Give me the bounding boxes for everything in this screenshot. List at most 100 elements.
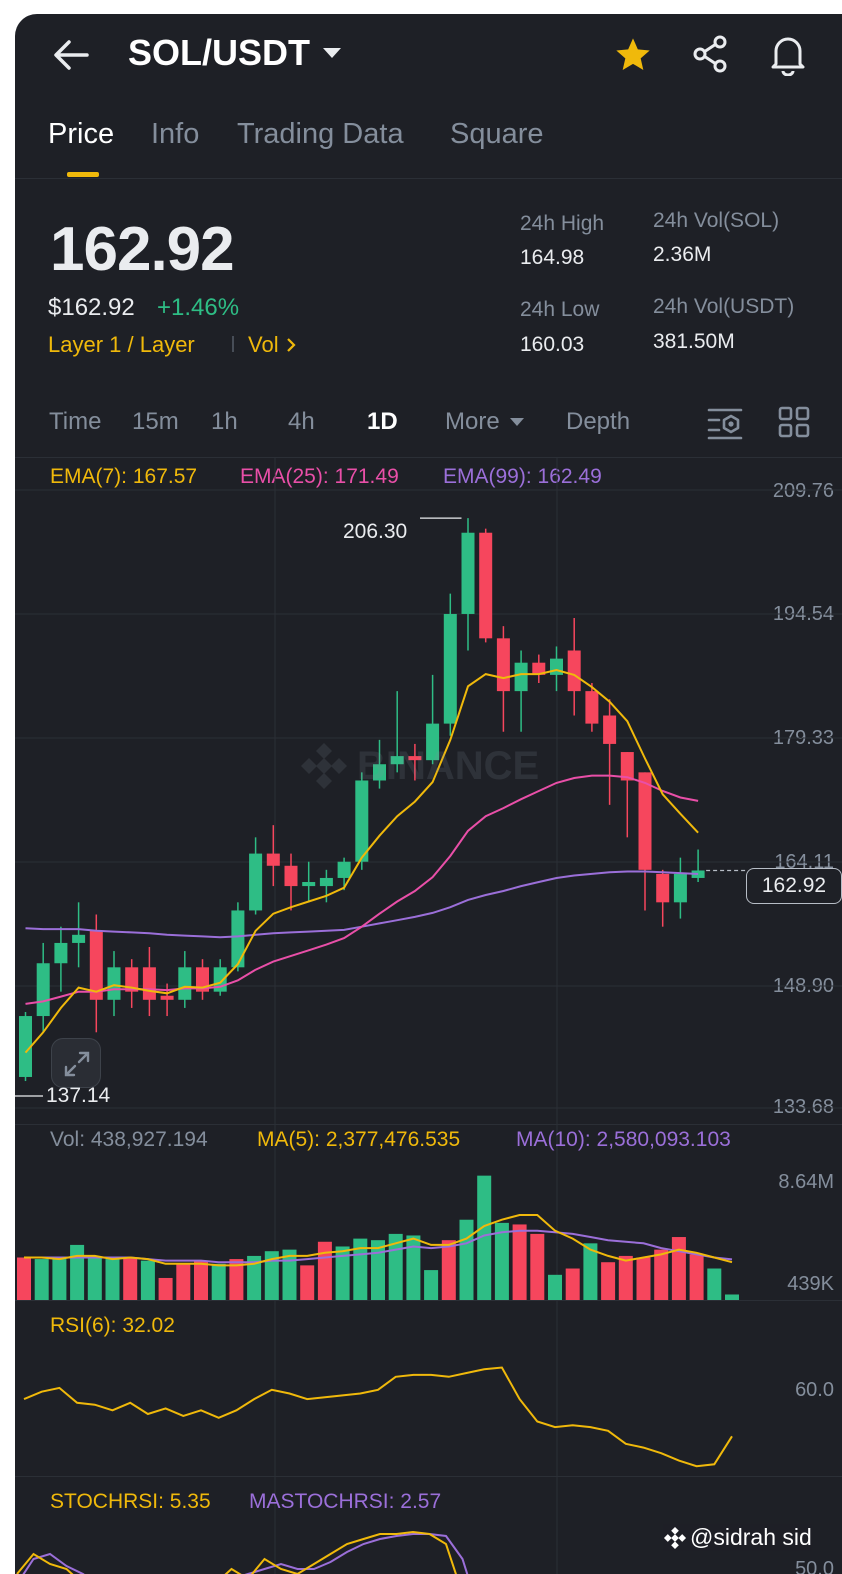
candle-up <box>54 942 68 964</box>
tabs-divider <box>15 178 842 179</box>
volume-bar-up <box>424 1270 439 1300</box>
vol-usdt-value: 381.50M <box>653 330 735 353</box>
candle-up <box>302 882 316 887</box>
high-value: 164.98 <box>520 246 585 269</box>
volume-bar-up <box>282 1249 297 1300</box>
usd-price: $162.92 <box>48 294 135 321</box>
pair-selector[interactable]: SOL/USDT <box>128 32 342 74</box>
ema99-legend: EMA(99): 162.49 <box>443 465 602 488</box>
candle-up <box>390 756 404 765</box>
interval-1d[interactable]: 1D <box>367 408 398 435</box>
back-arrow-icon[interactable] <box>51 38 91 72</box>
volume-tick: 8.64M <box>778 1171 834 1193</box>
candle-down <box>585 691 599 724</box>
interval-more-label: More <box>445 408 500 435</box>
star-icon[interactable] <box>613 35 653 75</box>
tab-square[interactable]: Square <box>450 118 544 150</box>
price-tick: 209.76 <box>772 480 834 502</box>
stoch-tick: 50.0 <box>795 1558 834 1574</box>
caret-down-icon <box>322 47 342 59</box>
interval-1h[interactable]: 1h <box>211 408 238 435</box>
rsi-line <box>23 1366 733 1468</box>
candlestick-chart[interactable] <box>15 14 842 1574</box>
candle-up <box>231 910 245 968</box>
volume-bar-up <box>140 1260 155 1300</box>
grid-layout-icon[interactable] <box>778 406 810 438</box>
volume-bar-down <box>601 1262 616 1300</box>
candle-down <box>284 865 298 887</box>
candle-down <box>479 532 493 639</box>
candle-down <box>532 662 546 675</box>
chart-settings-icon[interactable] <box>707 406 743 440</box>
volume-bar-down <box>636 1257 651 1300</box>
high-label: 24h High <box>520 212 605 235</box>
volume-bar-down <box>530 1233 545 1300</box>
binance-logo-icon <box>299 741 349 791</box>
volume-bar-up <box>247 1255 262 1300</box>
mastochrsi-line <box>22 1533 469 1574</box>
credit-text: @sidrah sid <box>690 1524 812 1550</box>
candle-down <box>656 873 670 903</box>
app-screen: SOL/USDT Price Info Trading Data Square … <box>15 14 842 1574</box>
candle-down <box>125 967 139 992</box>
low-label: 24h Low <box>520 298 600 321</box>
candle-up <box>319 877 333 887</box>
tab-info[interactable]: Info <box>151 118 200 150</box>
caret-down-icon <box>509 417 525 427</box>
candle-up <box>36 963 50 1017</box>
volume-bar-up <box>707 1268 722 1300</box>
volume-bar-up <box>725 1294 739 1300</box>
ema25-legend: EMA(25): 171.49 <box>240 465 399 488</box>
price-tick: 133.68 <box>772 1096 834 1118</box>
binance-logo-icon <box>663 1526 687 1550</box>
volume-bar-down <box>317 1241 332 1300</box>
volume-bar-up <box>34 1259 49 1300</box>
candle-up <box>443 613 457 724</box>
interval-depth[interactable]: Depth <box>566 408 631 435</box>
expand-icon <box>63 1050 91 1078</box>
volume-bar-up <box>105 1259 120 1300</box>
tab-trading-data[interactable]: Trading Data <box>237 118 404 150</box>
bell-icon[interactable] <box>768 32 808 76</box>
vol-link[interactable]: Vol <box>248 332 296 358</box>
watermark-text: BINANCE <box>357 743 540 788</box>
candle-up <box>355 780 369 862</box>
vol-sol-value: 2.36M <box>653 243 712 266</box>
candle-down <box>142 967 156 1000</box>
volume-bar-up <box>371 1240 385 1300</box>
volume-bar-up <box>211 1263 226 1300</box>
volume-bar-up <box>70 1244 85 1300</box>
vol-sol-label: 24h Vol(SOL) <box>653 209 780 232</box>
category-tags[interactable]: Layer 1 / Layer <box>48 332 195 357</box>
volume-bar-up <box>335 1246 350 1300</box>
binance-watermark: BINANCE <box>299 741 539 791</box>
candle-up <box>673 873 687 903</box>
interval-15m[interactable]: 15m <box>132 408 179 435</box>
volume-bar-up <box>406 1235 421 1300</box>
fullscreen-button[interactable] <box>51 1038 101 1088</box>
active-tab-indicator <box>67 172 99 177</box>
interval-4h[interactable]: 4h <box>288 408 315 435</box>
price-change: +1.46% <box>157 294 240 321</box>
candle-down <box>196 967 209 992</box>
high-marker: 206.30 <box>343 520 408 543</box>
mastochrsi-legend: MASTOCHRSI: 2.57 <box>249 1490 442 1513</box>
interval-more[interactable]: More <box>445 408 525 436</box>
interval-time[interactable]: Time <box>49 408 102 435</box>
tab-price[interactable]: Price <box>48 118 115 150</box>
volume-bar-down <box>512 1224 527 1300</box>
candle-up <box>426 723 440 761</box>
volume-bar-down <box>654 1249 669 1300</box>
rsi-legend: RSI(6): 32.02 <box>50 1314 175 1337</box>
chevron-right-icon <box>286 337 296 353</box>
volume-bar-down <box>618 1255 633 1300</box>
candle-up <box>691 870 705 878</box>
candle-down <box>567 650 581 692</box>
volume-bar-up <box>459 1219 474 1300</box>
candle-up <box>337 861 351 878</box>
volume-bar-down <box>194 1260 208 1300</box>
ema7-legend: EMA(7): 167.57 <box>50 465 198 488</box>
share-icon[interactable] <box>691 34 731 74</box>
volume-divider <box>15 1124 842 1125</box>
vol-usdt-label: 24h Vol(USDT) <box>653 295 795 318</box>
